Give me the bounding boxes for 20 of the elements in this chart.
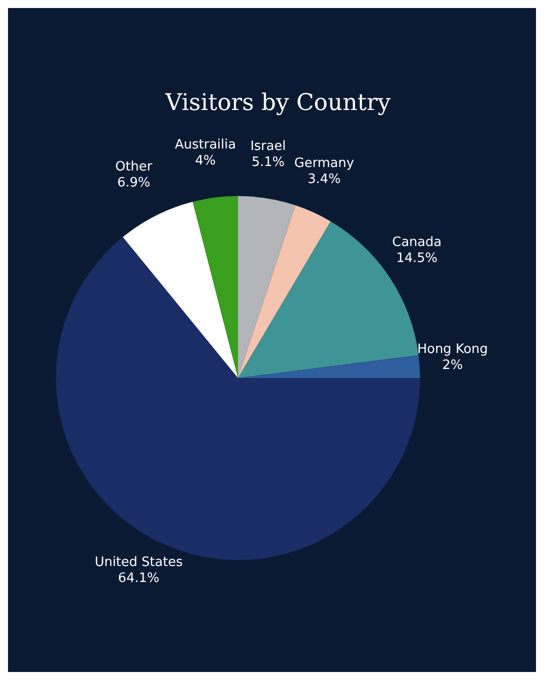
slice-label: United States [94,554,183,570]
slice-label: Other [115,160,153,175]
slice-label: Canada [392,235,442,250]
pie-slice [238,205,331,378]
slice-label: Hong Kong [417,342,488,358]
slice-label: Germany [294,156,354,171]
slice-label: Israel [250,138,286,154]
data-label: 64.1% [118,570,160,586]
pie-slice [192,196,238,378]
pie-slice [122,202,238,378]
data-label: 3.4% [308,172,341,187]
pie-slice [238,196,296,378]
data-label: 6.9% [117,176,150,191]
slice-label: Austrailia [174,138,236,153]
data-label: 14.5% [396,251,438,266]
data-label: 4% [195,154,216,169]
pie-slice [238,355,420,378]
data-label: 5.1% [252,154,285,170]
chart-title: Visitors by Country [164,90,392,116]
data-label: 2% [442,358,463,374]
